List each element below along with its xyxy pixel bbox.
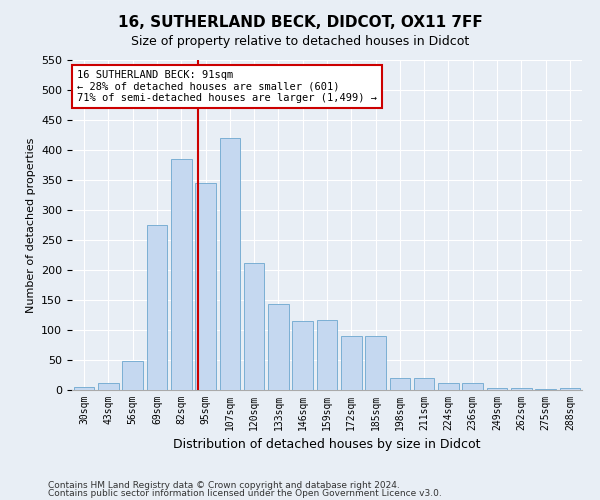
Bar bbox=[463, 383, 483, 390]
Y-axis label: Number of detached properties: Number of detached properties bbox=[26, 138, 35, 312]
Bar bbox=[438, 383, 459, 390]
Bar bbox=[74, 387, 94, 390]
Text: 16, SUTHERLAND BECK, DIDCOT, OX11 7FF: 16, SUTHERLAND BECK, DIDCOT, OX11 7FF bbox=[118, 15, 482, 30]
Bar bbox=[560, 388, 580, 390]
Bar bbox=[389, 378, 410, 390]
Bar bbox=[365, 336, 386, 390]
Bar bbox=[268, 304, 289, 390]
Text: 16 SUTHERLAND BECK: 91sqm
← 28% of detached houses are smaller (601)
71% of semi: 16 SUTHERLAND BECK: 91sqm ← 28% of detac… bbox=[77, 70, 377, 103]
X-axis label: Distribution of detached houses by size in Didcot: Distribution of detached houses by size … bbox=[173, 438, 481, 452]
Bar bbox=[292, 321, 313, 390]
Text: Contains public sector information licensed under the Open Government Licence v3: Contains public sector information licen… bbox=[48, 489, 442, 498]
Bar bbox=[487, 388, 508, 390]
Bar bbox=[511, 388, 532, 390]
Bar bbox=[195, 183, 216, 390]
Bar bbox=[414, 378, 434, 390]
Bar bbox=[244, 263, 265, 390]
Bar bbox=[122, 361, 143, 390]
Bar bbox=[317, 320, 337, 390]
Bar bbox=[98, 383, 119, 390]
Bar bbox=[171, 159, 191, 390]
Text: Contains HM Land Registry data © Crown copyright and database right 2024.: Contains HM Land Registry data © Crown c… bbox=[48, 480, 400, 490]
Bar bbox=[535, 389, 556, 390]
Bar bbox=[146, 225, 167, 390]
Text: Size of property relative to detached houses in Didcot: Size of property relative to detached ho… bbox=[131, 35, 469, 48]
Bar bbox=[341, 336, 362, 390]
Bar bbox=[220, 138, 240, 390]
